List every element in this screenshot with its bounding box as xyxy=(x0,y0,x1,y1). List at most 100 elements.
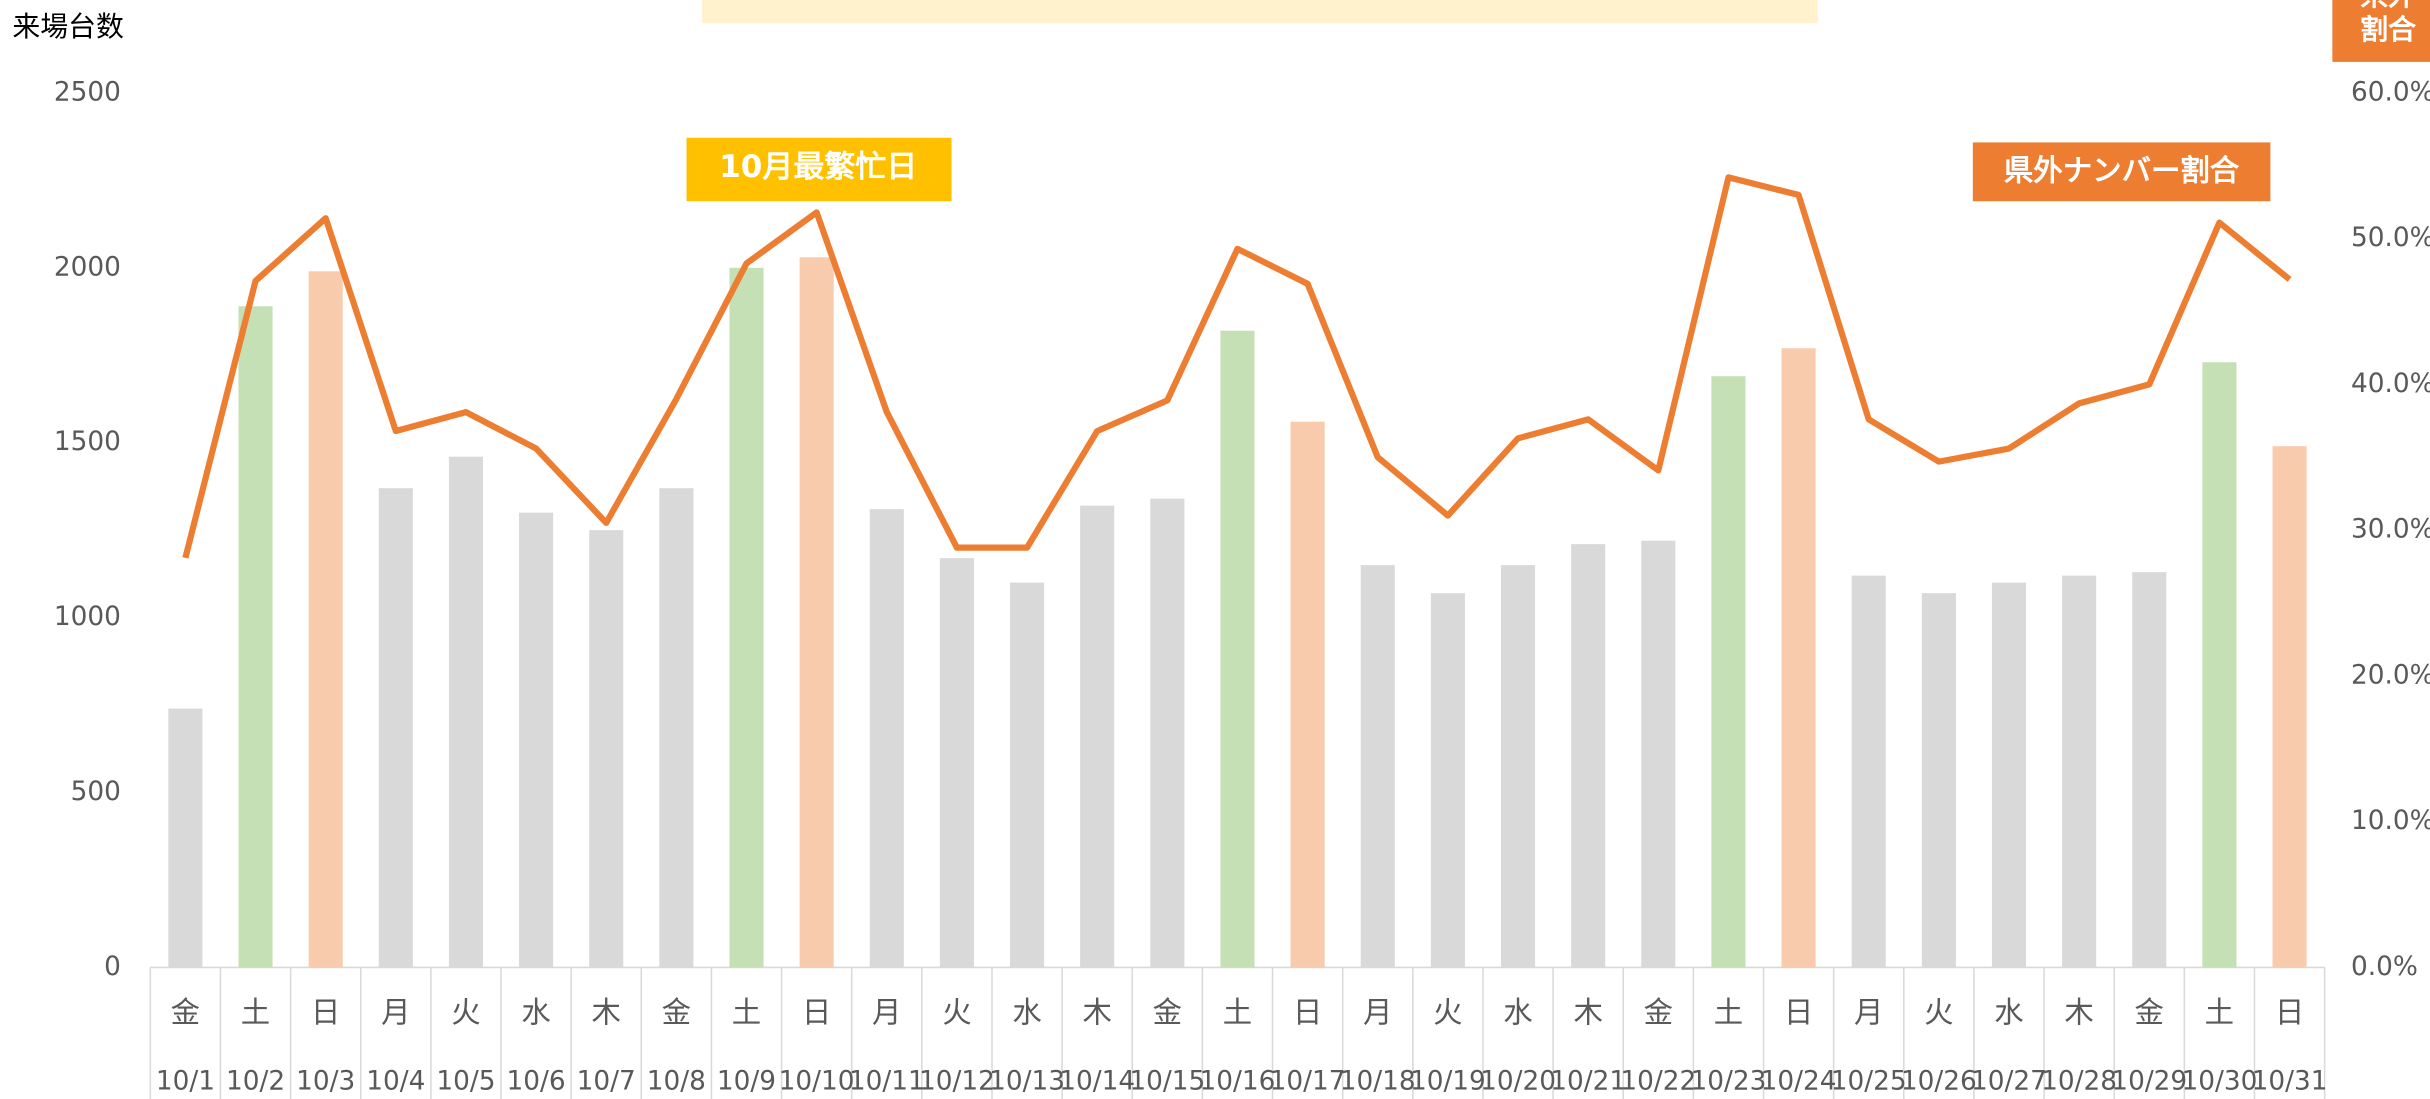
x-weekday-label: 土 xyxy=(1714,995,1743,1029)
annotation: 県外ナンバー割合 xyxy=(2004,153,2240,187)
y2-axis-label: 割合 xyxy=(2360,13,2416,46)
bar xyxy=(1781,348,1816,968)
x-tick-label: 10/6 xyxy=(507,1066,566,1096)
x-tick-label: 10/5 xyxy=(436,1066,495,1096)
y2-tick-label: 40.0% xyxy=(2351,369,2430,399)
bar xyxy=(308,271,343,968)
x-weekday-label: 日 xyxy=(2275,995,2304,1029)
y2-tick-label: 50.0% xyxy=(2351,223,2430,253)
x-weekday-label: 火 xyxy=(451,995,480,1029)
bar xyxy=(659,488,694,968)
x-tick-label: 10/19 xyxy=(1410,1066,1486,1096)
x-tick-label: 10/4 xyxy=(366,1066,425,1096)
bar xyxy=(729,267,764,968)
x-tick-label: 10/23 xyxy=(1690,1066,1766,1096)
bar xyxy=(1500,565,1536,968)
x-tick-label: 10/25 xyxy=(1831,1066,1907,1096)
bar xyxy=(1571,544,1606,968)
bar xyxy=(238,306,273,968)
y-tick-label: 1000 xyxy=(54,602,121,632)
x-weekday-label: 日 xyxy=(311,995,340,1029)
x-weekday-label: 日 xyxy=(802,995,831,1029)
y2-tick-label: 20.0% xyxy=(2351,660,2430,690)
x-tick-label: 10/22 xyxy=(1620,1066,1696,1096)
annotation: 10月最繁忙日 xyxy=(719,149,917,185)
bar xyxy=(1150,498,1185,968)
bar xyxy=(869,509,904,968)
x-tick-label: 10/21 xyxy=(1550,1066,1626,1096)
x-weekday-label: 水 xyxy=(1994,995,2023,1029)
bar xyxy=(1220,330,1255,968)
annotation-box xyxy=(1972,142,2271,202)
x-weekday-label: 金 xyxy=(1644,995,1673,1029)
x-weekday-label: 月 xyxy=(381,995,410,1029)
bar xyxy=(2132,572,2167,968)
x-weekday-label: 日 xyxy=(1293,995,1322,1029)
x-tick-label: 10/24 xyxy=(1761,1066,1837,1096)
y2-tick-label: 0.0% xyxy=(2351,952,2418,982)
x-tick-label: 10/3 xyxy=(296,1066,355,1096)
x-weekday-label: 日 xyxy=(1784,995,1813,1029)
x-weekday-label: 月 xyxy=(1363,995,1392,1029)
x-tick-label: 10/13 xyxy=(989,1066,1065,1096)
bar xyxy=(1851,575,1886,968)
y-axis-label: 来場台数 xyxy=(12,10,124,43)
y-tick-label: 0 xyxy=(104,952,121,982)
bar xyxy=(378,488,413,968)
bar xyxy=(1010,582,1045,968)
x-weekday-label: 土 xyxy=(241,995,270,1029)
y2-axis-label: 県外 xyxy=(2360,0,2416,12)
x-tick-label: 10/15 xyxy=(1129,1066,1205,1096)
x-tick-label: 10/14 xyxy=(1059,1066,1135,1096)
bar xyxy=(939,558,974,968)
bar xyxy=(519,512,554,968)
x-weekday-label: 木 xyxy=(592,995,621,1029)
bar xyxy=(1080,505,1115,968)
x-weekday-label: 水 xyxy=(1503,995,1532,1029)
x-tick-label: 10/26 xyxy=(1901,1066,1977,1096)
x-weekday-label: 月 xyxy=(1854,995,1883,1029)
y-tick-label: 2000 xyxy=(54,252,121,282)
bar xyxy=(1430,593,1465,968)
x-weekday-label: 月 xyxy=(872,995,901,1029)
bar xyxy=(1711,376,1746,968)
x-tick-label: 10/2 xyxy=(226,1066,285,1096)
y2-tick-label: 60.0% xyxy=(2351,77,2430,107)
bar xyxy=(1360,565,1395,968)
x-weekday-label: 木 xyxy=(1573,995,1602,1029)
bar xyxy=(1290,421,1325,968)
x-tick-label: 10/18 xyxy=(1340,1066,1416,1096)
x-weekday-label: 水 xyxy=(1012,995,1041,1029)
x-weekday-label: 金 xyxy=(2135,995,2164,1029)
x-tick-label: 10/8 xyxy=(647,1066,706,1096)
x-tick-label: 10/30 xyxy=(2181,1066,2257,1096)
y-tick-label: 1500 xyxy=(54,427,121,457)
x-tick-label: 10/17 xyxy=(1270,1066,1346,1096)
x-weekday-label: 金 xyxy=(662,995,691,1029)
x-weekday-label: 木 xyxy=(1082,995,1111,1029)
x-tick-label: 10/10 xyxy=(779,1066,855,1096)
y2-tick-label: 30.0% xyxy=(2351,515,2430,545)
x-weekday-label: 土 xyxy=(1223,995,1252,1029)
x-tick-label: 10/20 xyxy=(1480,1066,1556,1096)
bar xyxy=(1921,593,1956,968)
x-weekday-label: 水 xyxy=(521,995,550,1029)
x-weekday-label: 土 xyxy=(2205,995,2234,1029)
x-tick-label: 10/27 xyxy=(1971,1066,2047,1096)
x-weekday-label: 金 xyxy=(171,995,200,1029)
bar xyxy=(799,257,834,968)
bar xyxy=(1991,582,2027,968)
x-tick-label: 10/28 xyxy=(2041,1066,2117,1096)
annotation-box xyxy=(686,137,952,202)
x-tick-label: 10/11 xyxy=(849,1066,925,1096)
x-tick-label: 10/29 xyxy=(2111,1066,2187,1096)
y2-label-box xyxy=(2332,0,2430,62)
x-weekday-label: 金 xyxy=(1153,995,1182,1029)
bar xyxy=(2202,362,2237,968)
x-tick-label: 10/7 xyxy=(577,1066,636,1096)
x-weekday-label: 火 xyxy=(1924,995,1953,1029)
bar xyxy=(168,708,203,968)
line xyxy=(182,174,2292,559)
